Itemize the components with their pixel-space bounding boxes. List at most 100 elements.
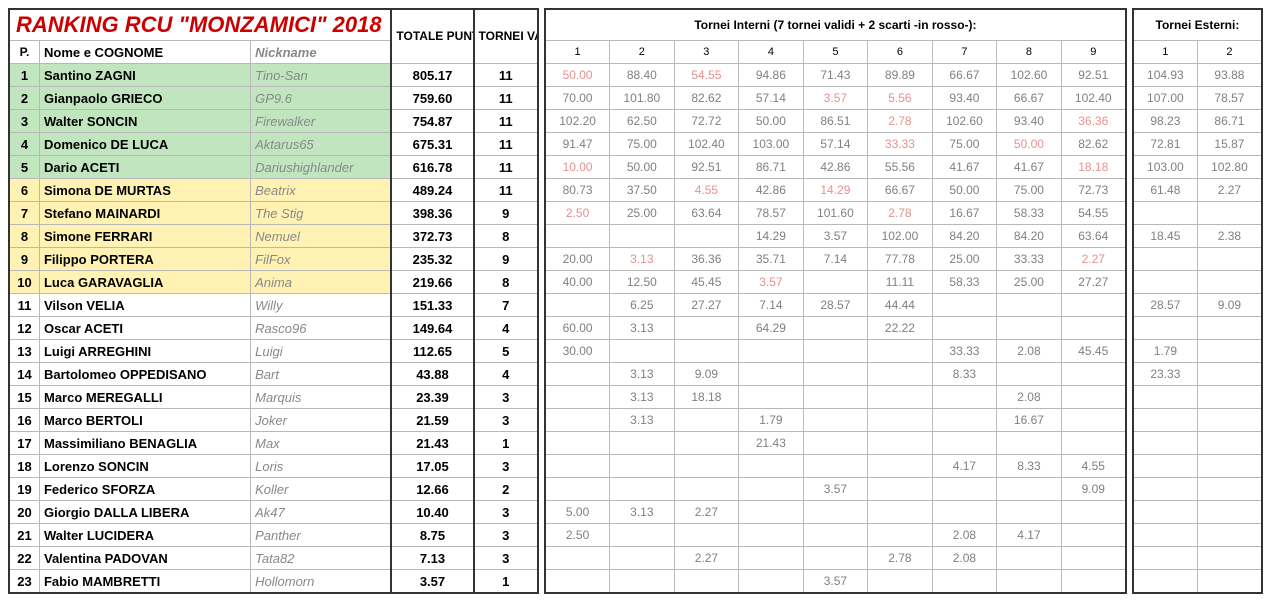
cell-internal [803, 317, 868, 340]
ranking-table-wrapper: RANKING RCU "MONZAMICI" 2018 TOTALE PUNT… [8, 8, 1263, 594]
cell-internal: 20.00 [545, 248, 610, 271]
cell-internal [997, 570, 1062, 594]
cell-external [1133, 271, 1198, 294]
cell-internal: 86.51 [803, 110, 868, 133]
cell-internal: 7.14 [803, 248, 868, 271]
sep [538, 87, 545, 110]
cell-validi: 11 [474, 133, 539, 156]
hdr-ext-1: 1 [1133, 41, 1198, 64]
cell-pos: 4 [9, 133, 39, 156]
cell-internal: 2.27 [1061, 248, 1126, 271]
cell-internal: 101.80 [610, 87, 675, 110]
cell-nick: Aktarus65 [251, 133, 392, 156]
table-row: 22Valentina PADOVANTata827.1332.272.782.… [9, 547, 1262, 570]
cell-points: 398.36 [391, 202, 473, 225]
cell-pos: 22 [9, 547, 39, 570]
cell-points: 219.66 [391, 271, 473, 294]
cell-pos: 7 [9, 202, 39, 225]
hdr-external-caption: Tornei Esterni: [1133, 9, 1262, 41]
cell-internal: 5.56 [868, 87, 933, 110]
cell-internal: 3.13 [610, 248, 675, 271]
cell-validi: 9 [474, 202, 539, 225]
cell-internal: 5.00 [545, 501, 610, 524]
cell-internal: 80.73 [545, 179, 610, 202]
cell-pos: 23 [9, 570, 39, 594]
sep [538, 340, 545, 363]
cell-internal: 64.29 [739, 317, 804, 340]
sep [538, 386, 545, 409]
sep [1126, 524, 1133, 547]
hdr-int-9: 9 [1061, 41, 1126, 64]
cell-internal: 66.67 [932, 64, 997, 87]
cell-name: Lorenzo SONCIN [39, 455, 250, 478]
hdr-pos: P. [9, 41, 39, 64]
cell-internal [545, 225, 610, 248]
cell-external: 23.33 [1133, 363, 1198, 386]
table-row: 2Gianpaolo GRIECOGP9.6759.601170.00101.8… [9, 87, 1262, 110]
cell-internal: 50.00 [545, 64, 610, 87]
cell-nick: Ak47 [251, 501, 392, 524]
cell-validi: 2 [474, 478, 539, 501]
cell-internal [997, 432, 1062, 455]
cell-internal [1061, 570, 1126, 594]
cell-external: 61.48 [1133, 179, 1198, 202]
cell-pos: 1 [9, 64, 39, 87]
cell-validi: 11 [474, 179, 539, 202]
cell-validi: 3 [474, 547, 539, 570]
cell-internal: 102.20 [545, 110, 610, 133]
sep [1126, 432, 1133, 455]
cell-nick: FilFox [251, 248, 392, 271]
cell-internal: 4.17 [997, 524, 1062, 547]
cell-internal [997, 294, 1062, 317]
cell-internal: 3.13 [610, 501, 675, 524]
cell-nick: Willy [251, 294, 392, 317]
cell-internal [868, 455, 933, 478]
sep [538, 133, 545, 156]
cell-internal: 84.20 [932, 225, 997, 248]
cell-external: 98.23 [1133, 110, 1198, 133]
cell-internal: 2.08 [997, 386, 1062, 409]
cell-internal: 102.60 [997, 64, 1062, 87]
cell-points: 21.59 [391, 409, 473, 432]
cell-validi: 3 [474, 386, 539, 409]
cell-name: Fabio MAMBRETTI [39, 570, 250, 594]
cell-name: Walter LUCIDERA [39, 524, 250, 547]
cell-internal: 54.55 [1061, 202, 1126, 225]
cell-internal: 2.78 [868, 547, 933, 570]
cell-internal: 7.14 [739, 294, 804, 317]
cell-external: 9.09 [1197, 294, 1262, 317]
cell-internal: 57.14 [803, 133, 868, 156]
sep [538, 156, 545, 179]
cell-nick: Max [251, 432, 392, 455]
cell-nick: Panther [251, 524, 392, 547]
cell-external [1197, 271, 1262, 294]
cell-points: 10.40 [391, 501, 473, 524]
cell-internal: 45.45 [1061, 340, 1126, 363]
cell-internal [674, 570, 739, 594]
cell-pos: 19 [9, 478, 39, 501]
cell-internal: 33.33 [932, 340, 997, 363]
cell-internal [674, 409, 739, 432]
hdr-int-2: 2 [610, 41, 675, 64]
cell-pos: 12 [9, 317, 39, 340]
cell-internal [997, 363, 1062, 386]
cell-internal [932, 478, 997, 501]
cell-name: Oscar ACETI [39, 317, 250, 340]
sep [538, 248, 545, 271]
cell-internal: 1.79 [739, 409, 804, 432]
sep [1126, 363, 1133, 386]
ranking-table: RANKING RCU "MONZAMICI" 2018 TOTALE PUNT… [8, 8, 1263, 594]
cell-external: 18.45 [1133, 225, 1198, 248]
sep [538, 202, 545, 225]
cell-internal: 91.47 [545, 133, 610, 156]
cell-internal [545, 547, 610, 570]
cell-pos: 13 [9, 340, 39, 363]
cell-internal: 3.57 [803, 478, 868, 501]
table-row: 17Massimiliano BENAGLIAMax21.43121.43 [9, 432, 1262, 455]
cell-internal [739, 478, 804, 501]
sep [1126, 225, 1133, 248]
table-row: 20Giorgio DALLA LIBERAAk4710.4035.003.13… [9, 501, 1262, 524]
hdr-nick: Nickname [251, 41, 392, 64]
cell-internal: 25.00 [997, 271, 1062, 294]
cell-validi: 11 [474, 156, 539, 179]
